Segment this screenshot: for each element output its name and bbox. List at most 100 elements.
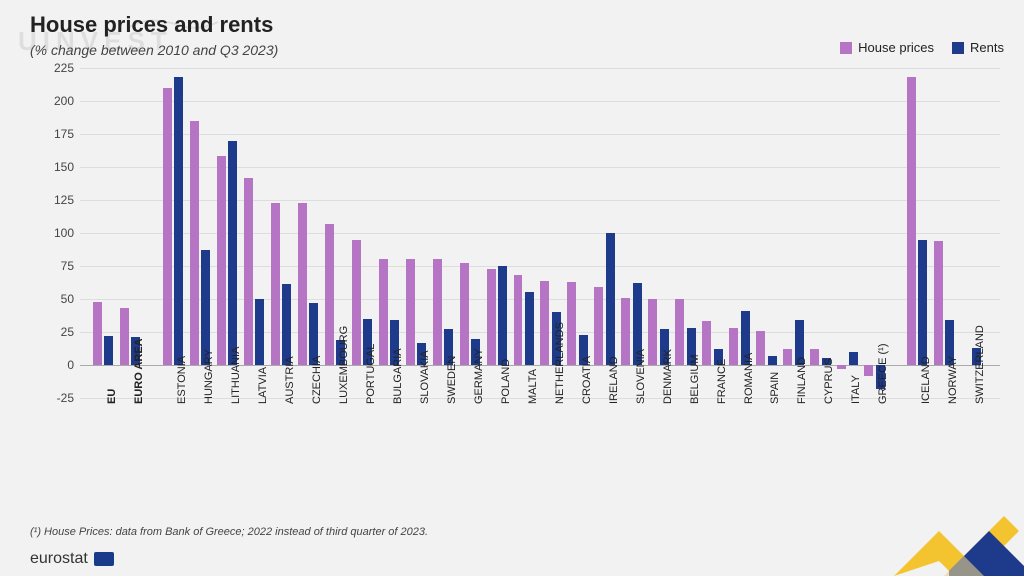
footnote: (¹) House Prices: data from Bank of Gree… xyxy=(30,526,428,538)
bar-house-prices xyxy=(298,203,307,365)
x-tick-label: FRANCE xyxy=(716,359,728,404)
legend: House prices Rents xyxy=(840,40,1004,55)
x-tick-label: ESTONIA xyxy=(176,356,188,404)
y-tick-label: -25 xyxy=(44,391,74,405)
y-tick-label: 0 xyxy=(44,358,74,372)
bar-house-prices xyxy=(837,365,846,369)
gridline xyxy=(80,101,1000,102)
bar-house-prices xyxy=(352,240,361,365)
y-tick-label: 125 xyxy=(44,193,74,207)
chart-subtitle: (% change between 2010 and Q3 2023) xyxy=(30,42,278,58)
legend-label: Rents xyxy=(970,40,1004,55)
x-tick-label: CROATIA xyxy=(581,356,593,404)
x-tick-label: LITHUANIA xyxy=(230,347,242,404)
x-tick-label: BULGARIA xyxy=(392,348,404,404)
y-tick-label: 225 xyxy=(44,61,74,75)
bar-house-prices xyxy=(325,224,334,365)
bar-rents xyxy=(228,141,237,365)
eu-flag-icon xyxy=(94,552,114,566)
bar-rents xyxy=(282,284,291,365)
x-tick-label: EU xyxy=(106,389,118,404)
x-tick-label: LATVIA xyxy=(257,367,269,404)
x-tick-label: NETHERLANDS xyxy=(554,322,566,404)
legend-swatch xyxy=(952,42,964,54)
x-tick-label: ICELAND xyxy=(920,356,932,404)
chart-area: -250255075100125150175200225 EUEURO AREA… xyxy=(50,68,1000,438)
x-tick-label: AUSTRIA xyxy=(284,356,296,404)
y-tick-label: 200 xyxy=(44,94,74,108)
bar-house-prices xyxy=(540,281,549,365)
bar-house-prices xyxy=(244,178,253,365)
y-tick-label: 150 xyxy=(44,160,74,174)
bar-rents xyxy=(768,356,777,365)
x-tick-label: SLOVAKIA xyxy=(419,350,431,404)
y-tick-label: 175 xyxy=(44,127,74,141)
x-axis-labels: EUEURO AREAESTONIAHUNGARYLITHUANIALATVIA… xyxy=(80,400,1000,510)
bar-house-prices xyxy=(567,282,576,365)
x-tick-label: NORWAY xyxy=(947,356,959,404)
y-tick-label: 75 xyxy=(44,259,74,273)
bar-house-prices xyxy=(810,349,819,365)
x-tick-label: LUXEMBOURG xyxy=(338,326,350,404)
bar-house-prices xyxy=(93,302,102,365)
x-tick-label: MALTA xyxy=(527,369,539,404)
x-tick-label: SWEDEN xyxy=(446,356,458,404)
bar-house-prices xyxy=(648,299,657,365)
bar-house-prices xyxy=(514,275,523,365)
x-tick-label: SLOVENIA xyxy=(635,349,647,404)
x-tick-label: FINLAND xyxy=(796,357,808,404)
bar-house-prices xyxy=(756,331,765,365)
x-tick-label: GREECE (¹) xyxy=(877,344,889,405)
chart-title: House prices and rents xyxy=(30,12,278,38)
bar-house-prices xyxy=(864,365,873,376)
x-tick-label: PORTUGAL xyxy=(365,344,377,404)
bar-rents xyxy=(525,292,534,365)
bar-house-prices xyxy=(934,241,943,365)
bar-house-prices xyxy=(783,349,792,365)
x-tick-label: GERMANY xyxy=(473,348,485,404)
bar-house-prices xyxy=(163,88,172,365)
footer-logo: eurostat xyxy=(30,550,114,568)
legend-item-house-prices: House prices xyxy=(840,40,934,55)
bar-house-prices xyxy=(675,299,684,365)
bar-rents xyxy=(255,299,264,365)
legend-item-rents: Rents xyxy=(952,40,1004,55)
x-tick-label: ROMANIA xyxy=(743,353,755,404)
gridline xyxy=(80,134,1000,135)
bar-house-prices xyxy=(217,156,226,365)
x-tick-label: SPAIN xyxy=(769,372,781,404)
plot-area: -250255075100125150175200225 xyxy=(80,68,1000,398)
bar-house-prices xyxy=(433,259,442,365)
bar-rents xyxy=(849,352,858,365)
bar-house-prices xyxy=(460,263,469,365)
chart-header: House prices and rents (% change between… xyxy=(30,12,278,58)
bar-rents xyxy=(104,336,113,365)
bar-rents xyxy=(498,266,507,365)
x-tick-label: ITALY xyxy=(850,375,862,404)
y-tick-label: 25 xyxy=(44,325,74,339)
bar-rents xyxy=(918,240,927,365)
x-tick-label: DENMARK xyxy=(662,349,674,404)
bar-house-prices xyxy=(406,259,415,365)
bar-house-prices xyxy=(190,121,199,365)
bar-house-prices xyxy=(594,287,603,365)
logo-text: eurostat xyxy=(30,550,88,568)
bar-rents xyxy=(606,233,615,365)
bar-rents xyxy=(201,250,210,365)
legend-label: House prices xyxy=(858,40,934,55)
bar-house-prices xyxy=(120,308,129,365)
legend-swatch xyxy=(840,42,852,54)
gridline xyxy=(80,398,1000,399)
gridline xyxy=(80,68,1000,69)
bar-house-prices xyxy=(907,77,916,365)
x-tick-label: IRELAND xyxy=(608,356,620,404)
y-tick-label: 100 xyxy=(44,226,74,240)
x-tick-label: POLAND xyxy=(500,359,512,404)
bar-rents xyxy=(174,77,183,365)
bar-house-prices xyxy=(379,259,388,365)
bar-house-prices xyxy=(729,328,738,365)
bar-house-prices xyxy=(702,321,711,365)
y-tick-label: 50 xyxy=(44,292,74,306)
x-tick-label: CYPRUS xyxy=(823,358,835,404)
x-tick-label: HUNGARY xyxy=(203,349,215,404)
